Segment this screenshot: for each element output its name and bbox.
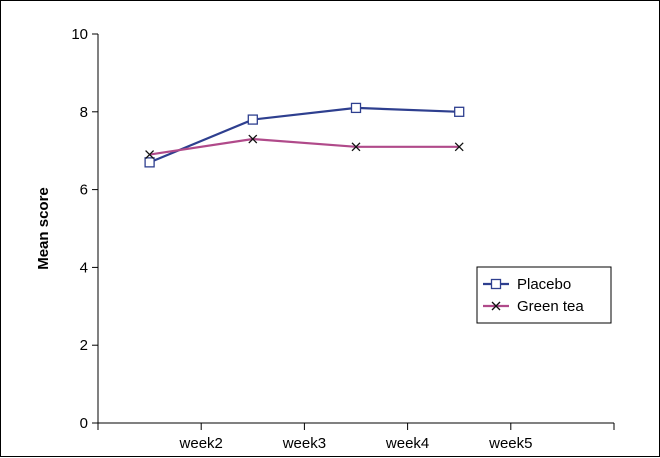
x-marker-stroke [454,142,464,152]
legend-box [476,266,612,324]
y-axis-label: Mean score [35,187,52,270]
data-point-placebo [454,106,465,117]
y-tick-label: 2 [80,337,88,354]
x-tick-label: week4 [385,435,429,452]
x-ticks: week2 week3 week4 week5 [97,423,615,452]
x-marker-stroke [351,142,361,152]
y-tick-label: 8 [80,104,88,121]
data-point-placebo [247,114,258,125]
data-point-green-tea [248,134,258,144]
legend-swatch-marker [491,301,501,311]
x-tick-label: week2 [179,435,223,452]
y-tick-label: 0 [80,415,88,432]
series-placebo [144,102,465,168]
legend-swatch-marker [490,278,502,290]
data-point-green-tea [145,150,155,160]
legend-label: Placebo [517,276,571,293]
x-marker-stroke [145,150,155,160]
data-point-green-tea [351,142,361,152]
legend-item-placebo: Placebo [483,276,571,293]
legend: Placebo Green tea [476,266,612,324]
data-point-green-tea [454,142,464,152]
series-line-placebo [149,106,460,164]
legend-items: Placebo Green tea [483,276,584,315]
data-point-placebo [350,102,362,114]
series-line-green-tea [149,137,460,156]
x-marker-stroke [491,301,501,311]
data-point-placebo [144,157,155,168]
legend-label: Green tea [517,298,584,315]
y-tick-label: 4 [80,259,88,276]
y-tick-label: 6 [80,182,88,199]
series-group [144,102,465,168]
x-marker-stroke [248,134,258,144]
legend-item-green-tea: Green tea [483,298,584,315]
y-ticks: 0 2 4 6 8 10 [71,26,98,432]
x-tick-label: week5 [488,435,532,452]
x-tick-label: week3 [282,435,326,452]
y-tick-label: 10 [71,26,88,43]
series-green-tea [145,134,464,160]
